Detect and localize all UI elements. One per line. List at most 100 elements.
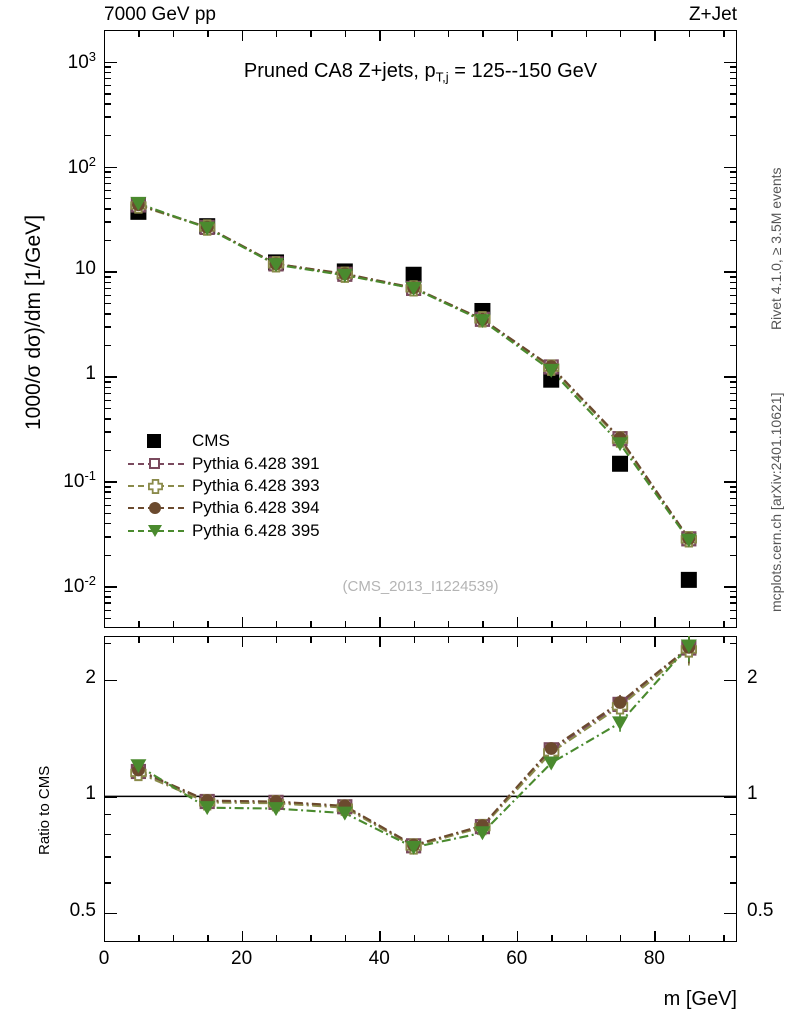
ratio-ytick-label-right: 2 [747,667,758,689]
ratio-ytick-minor [104,912,111,915]
xtick-ratio-top [585,636,588,643]
ytick-minor [104,491,111,493]
xtick-ratio-top [654,636,656,647]
legend-key [128,497,184,519]
ytick-label: 1 [85,363,96,385]
mc-curve-ratio [137,647,690,847]
xtick-ratio-top [413,636,415,643]
xtick-main-bottom [138,621,140,628]
xtick-main-bottom [207,621,209,628]
ytick-minor [104,189,111,192]
cms-point-main [612,455,629,472]
mc-point-main [680,533,697,548]
main-plot-panel [104,30,737,628]
ytick-minor-right [730,326,737,328]
legend: CMS Pythia 6.428 391 Pythia 6.428 393 Pythi… [128,430,320,542]
legend-key [128,475,184,497]
ytick-minor [104,221,111,223]
ytick-minor-right [730,497,737,499]
xtick-label: 60 [506,948,528,969]
ytick-minor [104,609,111,611]
ytick-major [104,376,117,378]
ytick-minor-right [730,431,737,433]
ytick-minor-right [730,287,737,290]
mc-curve-ratio [137,648,690,848]
ytick-minor-right [730,281,737,283]
xtick-main-bottom [688,621,691,628]
ytick-minor [104,276,111,278]
xtick-ratio-bottom [241,931,243,942]
ytick-minor-right [730,294,737,297]
xtick-ratio-bottom [551,935,553,942]
mc-point-ratio [199,801,216,816]
xtick-main-bottom [413,621,415,628]
xtick-main-top [688,30,691,37]
xtick-ratio-top [344,636,347,643]
ratio-ytick-label-right: 0.5 [747,899,774,921]
ytick-minor [104,381,111,383]
legend-key [128,430,184,452]
xtick-main-top [138,30,140,37]
legend-item[interactable]: Pythia 6.428 394 [128,497,320,519]
xtick-main-bottom [551,621,553,628]
ytick-minor [104,294,111,297]
legend-item[interactable]: CMS [128,430,320,452]
legend-item[interactable]: Pythia 6.428 391 [128,452,320,474]
ytick-minor [104,208,111,210]
ytick-minor [104,134,111,137]
ytick-minor-right [730,554,737,557]
ytick-minor [104,326,111,328]
mc-point-ratio [680,639,697,654]
xtick-main-top [448,30,450,37]
xtick-ratio-bottom [620,935,622,942]
ytick-minor-right [730,399,737,402]
legend-item[interactable]: Pythia 6.428 395 [128,520,320,542]
xtick-main-bottom [516,617,519,628]
xtick-label: 80 [643,948,665,969]
ytick-minor [104,523,111,525]
xtick-label: 20 [231,948,253,969]
ratio-ytick-minor-right [730,814,737,816]
xtick-label: 40 [368,948,390,969]
ytick-minor [104,536,111,538]
legend-key [128,520,184,542]
ytick-minor [104,116,111,118]
xtick-ratio-bottom [344,935,347,942]
ratio-ytick-minor [104,882,111,884]
ytick-minor [104,617,111,620]
xtick-main-top [310,30,312,37]
ytick-minor [104,281,111,283]
ytick-minor [104,77,111,80]
ytick-minor [104,386,111,388]
mc-point-main [612,437,629,452]
ytick-minor [104,182,111,185]
xtick-ratio-bottom [688,935,691,942]
legend-item[interactable]: Pythia 6.428 393 [128,475,320,497]
mc-point-ratio [612,716,629,731]
ytick-minor [104,399,111,402]
xtick-ratio-top [207,636,209,643]
ytick-minor-right [730,523,737,525]
ytick-minor [104,486,111,488]
legend-marker-square-open-icon [149,457,160,469]
mc-point-ratio [613,696,627,709]
plot-title-pre: Pruned CA8 Z+jets, p [243,60,436,82]
legend-label: CMS [192,431,230,451]
mc-curve-ratio [137,645,690,849]
xtick-main-top [379,30,381,41]
xtick-ratio-bottom [138,935,140,942]
ytick-minor-right [730,182,737,185]
ytick-minor [104,449,111,452]
ratio-ytick-minor [104,856,111,858]
ytick-minor-right [730,512,737,515]
xtick-ratio-top [482,636,484,643]
ytick-minor-right [730,189,737,192]
ytick-minor [104,497,111,499]
xtick-main-bottom [585,621,588,628]
ytick-minor [104,171,111,173]
ytick-minor [104,392,111,395]
ytick-minor-right [730,176,737,179]
legend-label: Pythia 6.428 395 [192,520,320,540]
ytick-minor [104,512,111,515]
ytick-minor-right [730,171,737,173]
